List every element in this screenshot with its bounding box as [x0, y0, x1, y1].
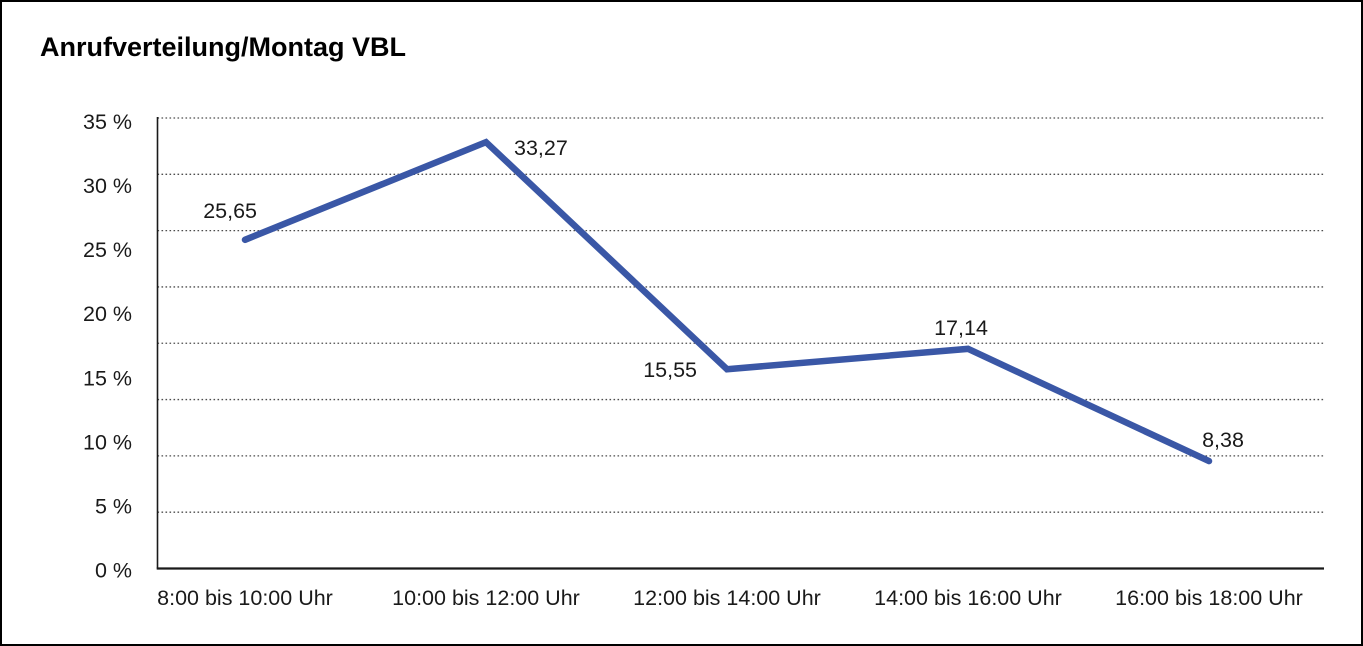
y-tick-label: 10 % [83, 430, 132, 454]
y-tick-label: 30 % [83, 174, 132, 198]
y-tick-label: 15 % [83, 366, 132, 390]
x-tick-label: 14:00 bis 16:00 Uhr [874, 586, 1062, 610]
y-tick-label: 0 % [95, 559, 132, 583]
data-label: 25,65 [203, 199, 257, 223]
y-tick-label: 20 % [83, 302, 132, 326]
y-tick-label: 5 % [95, 494, 132, 518]
data-label: 17,14 [934, 316, 988, 340]
x-tick-label: 12:00 bis 14:00 Uhr [633, 586, 821, 610]
chart-title: Anrufverteilung/Montag VBL [40, 32, 406, 62]
series-line [241, 138, 1213, 465]
data-label: 33,27 [514, 136, 568, 160]
data-label: 15,55 [643, 358, 697, 382]
x-tick-label: 16:00 bis 18:00 Uhr [1115, 586, 1303, 610]
x-tick-label: 10:00 bis 12:00 Uhr [392, 586, 580, 610]
y-tick-label: 25 % [83, 238, 132, 262]
y-tick-label: 35 % [83, 110, 132, 134]
data-label: 8,38 [1202, 428, 1244, 452]
x-tick-label: 8:00 bis 10:00 Uhr [157, 586, 333, 610]
